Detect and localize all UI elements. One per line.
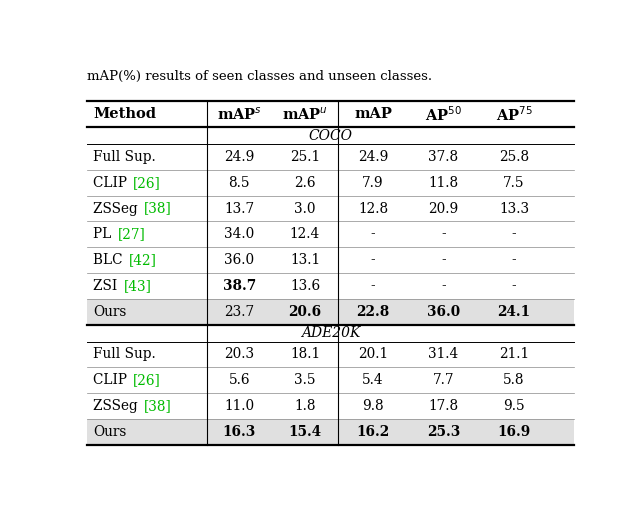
Text: 13.6: 13.6 — [290, 279, 320, 293]
Text: 38.7: 38.7 — [223, 279, 256, 293]
Text: Full Sup.: Full Sup. — [93, 347, 156, 362]
Text: -: - — [371, 253, 375, 267]
Text: mAP: mAP — [354, 108, 392, 121]
Text: -: - — [511, 227, 516, 241]
Text: 15.4: 15.4 — [289, 425, 321, 439]
Text: -: - — [441, 253, 446, 267]
Text: BLC: BLC — [93, 253, 127, 267]
Text: [27]: [27] — [117, 227, 145, 241]
Text: 21.1: 21.1 — [499, 347, 529, 362]
Text: 7.5: 7.5 — [503, 176, 525, 190]
Text: CLIP: CLIP — [93, 373, 132, 387]
Text: [26]: [26] — [133, 373, 161, 387]
Text: mAP$^s$: mAP$^s$ — [217, 106, 262, 123]
Text: 2.6: 2.6 — [294, 176, 316, 190]
Text: 13.1: 13.1 — [290, 253, 320, 267]
Text: CLIP: CLIP — [93, 176, 132, 190]
Text: 16.9: 16.9 — [497, 425, 531, 439]
Text: [42]: [42] — [129, 253, 157, 267]
Text: 20.1: 20.1 — [358, 347, 388, 362]
Bar — [88, 419, 573, 445]
Text: 8.5: 8.5 — [228, 176, 250, 190]
Text: 3.0: 3.0 — [294, 201, 316, 216]
Text: [38]: [38] — [144, 399, 172, 413]
Text: 24.1: 24.1 — [497, 305, 531, 319]
Text: COCO: COCO — [308, 129, 353, 142]
Text: Ours: Ours — [93, 305, 127, 319]
Text: 24.9: 24.9 — [358, 150, 388, 164]
Text: 13.3: 13.3 — [499, 201, 529, 216]
Text: ZSSeg: ZSSeg — [93, 201, 142, 216]
Bar — [88, 299, 573, 325]
Text: 9.5: 9.5 — [503, 399, 525, 413]
Text: -: - — [441, 279, 446, 293]
Text: [38]: [38] — [144, 201, 172, 216]
Text: Full Sup.: Full Sup. — [93, 150, 156, 164]
Text: 18.1: 18.1 — [290, 347, 320, 362]
Text: mAP(%) results of seen classes and unseen classes.: mAP(%) results of seen classes and unsee… — [88, 70, 433, 83]
Text: 22.8: 22.8 — [356, 305, 390, 319]
Text: -: - — [511, 253, 516, 267]
Text: 7.7: 7.7 — [433, 373, 454, 387]
Text: Ours: Ours — [93, 425, 127, 439]
Text: 20.3: 20.3 — [224, 347, 255, 362]
Text: 25.8: 25.8 — [499, 150, 529, 164]
Text: 5.6: 5.6 — [228, 373, 250, 387]
Text: 36.0: 36.0 — [427, 305, 460, 319]
Text: 25.1: 25.1 — [290, 150, 320, 164]
Text: 24.9: 24.9 — [224, 150, 255, 164]
Text: 16.2: 16.2 — [356, 425, 390, 439]
Text: 12.8: 12.8 — [358, 201, 388, 216]
Text: AP$^{50}$: AP$^{50}$ — [425, 105, 462, 124]
Text: 9.8: 9.8 — [362, 399, 384, 413]
Text: 23.7: 23.7 — [224, 305, 255, 319]
Text: 36.0: 36.0 — [224, 253, 255, 267]
Text: 7.9: 7.9 — [362, 176, 384, 190]
Text: 13.7: 13.7 — [224, 201, 255, 216]
Text: [43]: [43] — [124, 279, 151, 293]
Text: -: - — [441, 227, 446, 241]
Text: 25.3: 25.3 — [427, 425, 460, 439]
Text: 20.9: 20.9 — [428, 201, 459, 216]
Text: 37.8: 37.8 — [428, 150, 458, 164]
Text: 11.0: 11.0 — [224, 399, 255, 413]
Text: 20.6: 20.6 — [289, 305, 321, 319]
Text: ADE20K: ADE20K — [301, 326, 360, 340]
Text: [26]: [26] — [133, 176, 161, 190]
Text: -: - — [511, 279, 516, 293]
Text: -: - — [371, 227, 375, 241]
Text: ZSSeg: ZSSeg — [93, 399, 142, 413]
Text: 12.4: 12.4 — [290, 227, 320, 241]
Text: ZSI: ZSI — [93, 279, 122, 293]
Text: PL: PL — [93, 227, 116, 241]
Text: 34.0: 34.0 — [224, 227, 255, 241]
Text: Method: Method — [93, 108, 156, 121]
Text: AP$^{75}$: AP$^{75}$ — [495, 105, 532, 124]
Text: 1.8: 1.8 — [294, 399, 316, 413]
Text: 5.8: 5.8 — [503, 373, 525, 387]
Text: 5.4: 5.4 — [362, 373, 384, 387]
Text: 17.8: 17.8 — [428, 399, 458, 413]
Text: -: - — [371, 279, 375, 293]
Text: 16.3: 16.3 — [223, 425, 256, 439]
Text: 3.5: 3.5 — [294, 373, 316, 387]
Text: 31.4: 31.4 — [428, 347, 459, 362]
Text: 11.8: 11.8 — [428, 176, 458, 190]
Text: mAP$^u$: mAP$^u$ — [282, 106, 328, 123]
